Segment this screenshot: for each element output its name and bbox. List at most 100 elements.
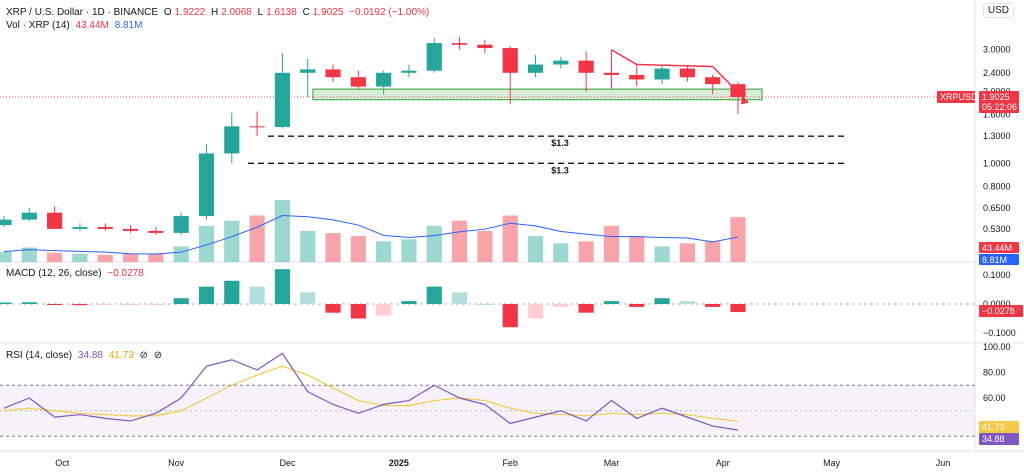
volume-label: Vol · XRP (14) — [6, 20, 70, 31]
candle-body — [47, 212, 63, 229]
volume-bar — [47, 252, 63, 262]
rsi-badge — [979, 433, 1019, 445]
candle-body — [0, 219, 12, 226]
price-tick-label: 0.8000 — [983, 181, 1011, 191]
time-tick-label: Mar — [604, 458, 620, 468]
volume-bar — [730, 217, 746, 262]
rsi-ma-badge-text: 41.73 — [982, 422, 1005, 432]
trendline — [712, 66, 749, 104]
macd-header: MACD (12, 26, close) −0.0278 — [6, 268, 147, 279]
macd-bar — [451, 292, 468, 304]
macd-bar — [173, 298, 189, 304]
eye-off-icon[interactable]: ⊘ — [153, 350, 163, 361]
time-tick-label: Jun — [936, 458, 951, 468]
candle-body — [730, 84, 746, 97]
low-value: 1.6138 — [266, 7, 297, 18]
macd-tick-label: 0.0000 — [983, 299, 1011, 309]
candle-body — [173, 216, 189, 233]
support-zone — [312, 88, 763, 101]
volume-bar — [477, 231, 493, 262]
eye-off-icon[interactable]: ⊘ — [139, 350, 148, 361]
volume-bar — [451, 220, 468, 262]
time-tick-label: Dec — [279, 458, 296, 468]
time-tick-label: May — [823, 458, 841, 468]
volume-badge-text: 43.44M — [982, 243, 1012, 253]
rsi-ma-badge — [979, 421, 1019, 433]
volume-bar — [426, 225, 442, 262]
price-tick-label: 2.4000 — [983, 68, 1011, 78]
rsi-tick-label: 60.00 — [983, 393, 1006, 403]
macd-tick-label: −0.1000 — [983, 328, 1016, 338]
close-label: C — [302, 7, 310, 18]
macd-bar — [603, 301, 620, 304]
macd-bar — [224, 280, 240, 304]
macd-bar — [148, 304, 164, 305]
volume-bar — [249, 215, 265, 262]
rsi-band — [0, 385, 975, 437]
volume-bar — [705, 241, 721, 262]
macd-bar — [350, 304, 366, 319]
macd-bar — [426, 286, 442, 304]
volume-bar — [198, 225, 215, 262]
volume-bar — [224, 220, 240, 262]
price-tick-label: 0.5300 — [983, 224, 1011, 234]
candle-body — [376, 72, 392, 87]
volume-bar — [502, 215, 518, 262]
rsi-header: RSI (14, close) 34.88 41.73 ⊘ ⊘ — [6, 350, 165, 361]
volume-bar — [274, 200, 291, 262]
close-value: 1.9025 — [312, 7, 344, 18]
macd-bar — [629, 304, 645, 307]
volume-bar — [350, 236, 366, 262]
macd-label: MACD (12, 26, close) — [6, 268, 102, 279]
rsi-value: 34.88 — [77, 350, 103, 361]
volume-bar — [0, 251, 12, 262]
price-badge-text: 05:22:06 — [982, 102, 1017, 112]
candle-body — [527, 64, 544, 73]
price-tick-label: 1.3000 — [983, 131, 1011, 141]
candle-body — [274, 72, 291, 128]
rsi-ma-line — [3, 365, 739, 422]
macd-bar — [730, 304, 746, 313]
open-value: 1.9222 — [174, 7, 206, 18]
volume-bar — [603, 225, 620, 262]
volume-bar — [21, 247, 37, 262]
candle-body — [426, 43, 442, 71]
time-tick-label: Oct — [55, 458, 70, 468]
symbol-header: XRP / U.S. Dollar · 1D · BINANCE O 1.9222… — [6, 7, 432, 18]
volume-badge — [979, 242, 1019, 253]
volume-bar — [325, 233, 341, 262]
rsi-tick-label: 100.00 — [983, 342, 1011, 352]
macd-bar — [527, 304, 544, 319]
price-tick-label: 1.6000 — [983, 110, 1011, 120]
volume-ma-line — [3, 214, 739, 255]
macd-badge-text: −0.0278 — [982, 306, 1015, 316]
price-badge — [979, 90, 1019, 113]
trendline — [636, 63, 713, 68]
volume-ma-badge — [979, 254, 1019, 265]
volume-bar — [629, 236, 645, 262]
volume-bar — [72, 253, 88, 262]
trendline — [611, 49, 638, 66]
price-badge-text: 1.9025 — [982, 92, 1010, 102]
volume-ma-badge-text: 8.81M — [982, 255, 1007, 265]
candle-body — [401, 70, 417, 73]
volume-bar — [679, 243, 695, 262]
volume-bar — [553, 243, 569, 262]
macd-bar — [401, 301, 417, 304]
candle-body — [148, 230, 164, 233]
macd-bar — [249, 286, 265, 304]
macd-bar — [274, 269, 291, 304]
macd-bar — [553, 304, 569, 307]
candle-body — [679, 68, 695, 78]
macd-bar — [300, 292, 316, 304]
rsi-badge-text: 34.88 — [982, 434, 1005, 444]
macd-bar — [21, 302, 37, 304]
macd-bar — [679, 301, 695, 304]
macd-bar — [705, 304, 721, 307]
candle-body — [451, 43, 468, 45]
candle-body — [72, 226, 88, 229]
currency-button[interactable]: USD — [982, 3, 1014, 18]
macd-bar — [325, 304, 341, 313]
macd-tick-label: 0.1000 — [983, 270, 1011, 280]
